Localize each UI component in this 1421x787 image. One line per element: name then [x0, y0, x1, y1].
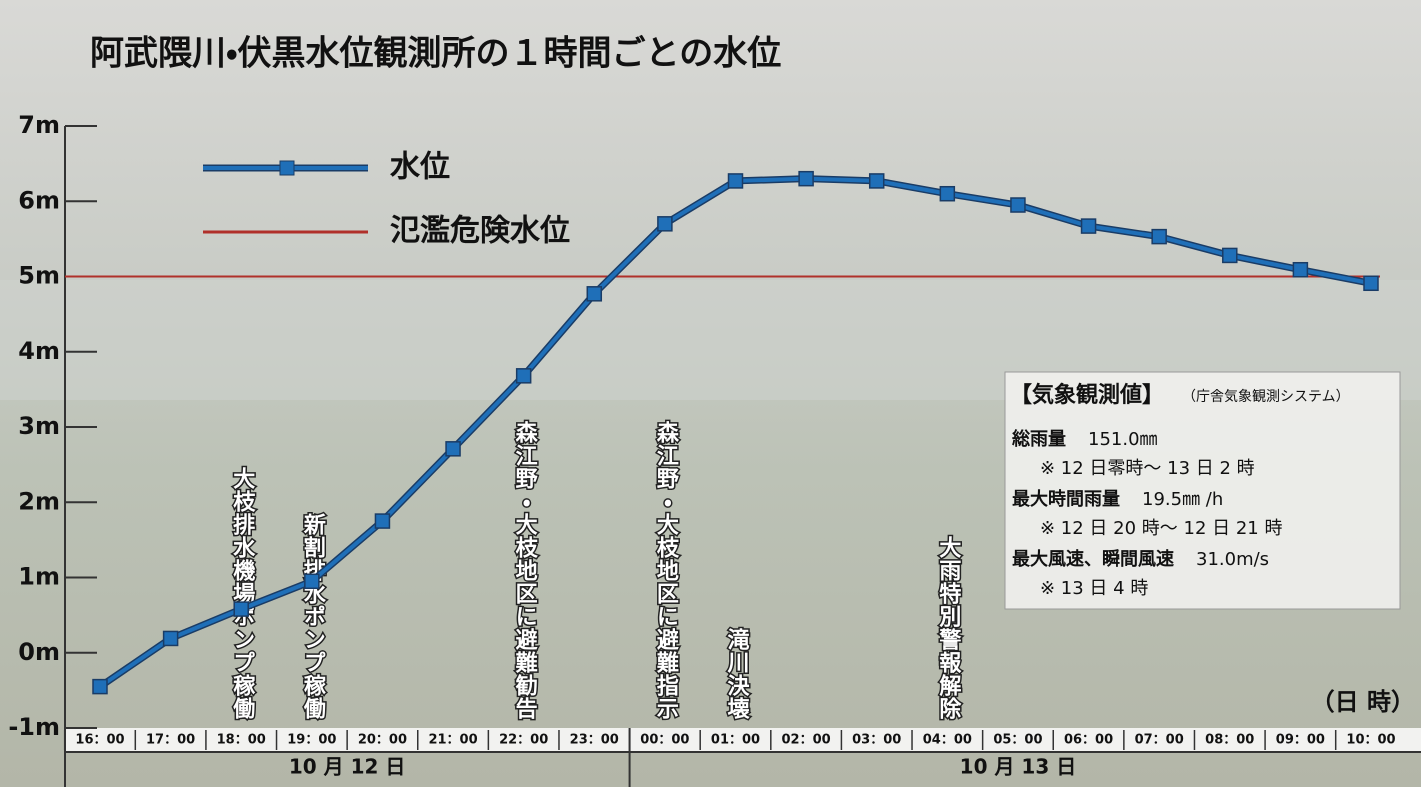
point [445, 441, 461, 457]
x-tick-label: 00：00 [640, 733, 689, 748]
info-label: 総雨量 [1011, 428, 1066, 450]
y-tick-label: 4m [18, 337, 60, 365]
x-tick-label: 01：00 [711, 733, 760, 748]
x-tick-label: 16：00 [75, 733, 124, 748]
x-tick-label: 08：00 [1205, 733, 1254, 748]
x-axis-label: （日 時） [1311, 688, 1415, 716]
point [798, 170, 814, 187]
info-note: ※ 12 日零時～ 13 日 2 時 [1040, 458, 1255, 479]
date-label: 10 月 12 日 [289, 755, 406, 779]
point [233, 601, 249, 617]
x-tick-label: 07：00 [1135, 733, 1184, 748]
x-tick-label: 23：00 [570, 733, 619, 748]
info-value: 19.5㎜ /h [1142, 489, 1223, 510]
info-source: （庁舎気象観測システム） [1182, 389, 1350, 405]
info-box [1004, 371, 1401, 610]
x-tick-label: 03：00 [852, 733, 901, 748]
legend-label: 水位 [389, 150, 450, 185]
point [939, 185, 956, 202]
date-label: 10 月 13 日 [960, 755, 1077, 779]
point [1363, 275, 1379, 292]
point [1010, 197, 1026, 213]
info-title: 【気象観測値】 [1010, 382, 1164, 408]
info-label: 最大風速、瞬間風速 [1012, 548, 1174, 570]
annotation: 新割排水ポンプ稼働 [300, 513, 327, 720]
point [1080, 218, 1097, 234]
point [1222, 247, 1238, 264]
y-tick-label: 0m [18, 638, 60, 666]
y-tick-label: 5m [18, 262, 60, 290]
x-tick-label: 17：00 [146, 733, 195, 748]
point [515, 368, 532, 384]
legend-marker [279, 160, 295, 176]
annotation: 大枝排水機場ポンプ稼働 [229, 467, 256, 720]
point [657, 216, 673, 232]
x-tick-label: 10：00 [1346, 733, 1395, 748]
y-tick-label: 6m [18, 186, 60, 214]
point [304, 573, 320, 590]
x-tick-label: 20：00 [358, 733, 407, 748]
x-tick-label: 04：00 [923, 733, 972, 748]
point [727, 173, 744, 189]
info-note: ※ 12 日 20 時～ 12 日 21 時 [1040, 518, 1282, 539]
info-value: 151.0㎜ [1088, 429, 1158, 450]
annotation: 森江野・大枝地区に避難勧告 [512, 420, 539, 720]
y-tick-label: 2m [18, 487, 60, 515]
y-tick-label: 7m [18, 111, 60, 139]
info-label: 最大時間雨量 [1012, 488, 1120, 510]
info-note: ※ 13 日 4 時 [1040, 578, 1148, 599]
point [92, 678, 108, 695]
annotation: 森江野・大枝地区に避難指示 [653, 420, 680, 720]
y-tick-label: -1m [8, 713, 60, 741]
point [868, 173, 885, 189]
info-value: 31.0m/s [1196, 549, 1269, 570]
annotation: 滝川決壊 [724, 628, 751, 720]
x-tick-label: 09：00 [1276, 733, 1325, 748]
legend-label: 氾濫危険水位 [390, 214, 570, 249]
y-tick-label: 1m [18, 563, 60, 591]
y-tick-label: 3m [18, 412, 60, 440]
x-tick-label: 05：00 [993, 733, 1042, 748]
point [586, 286, 603, 302]
point [1151, 228, 1167, 245]
point [1292, 261, 1309, 278]
point [374, 513, 391, 529]
x-tick-label: 02：00 [782, 733, 831, 748]
x-tick-label: 21：00 [428, 733, 477, 748]
point [162, 630, 179, 647]
annotation: 大雨特別警報解除 [935, 536, 962, 720]
x-tick-label: 19：00 [287, 733, 336, 748]
x-tick-label: 22：00 [499, 733, 548, 748]
x-tick-label: 06：00 [1064, 733, 1113, 748]
x-tick-label: 18：00 [217, 733, 266, 748]
chart-title: 阿武隈川・伏黒水位観測所の１時間ごとの水位 [90, 34, 781, 74]
